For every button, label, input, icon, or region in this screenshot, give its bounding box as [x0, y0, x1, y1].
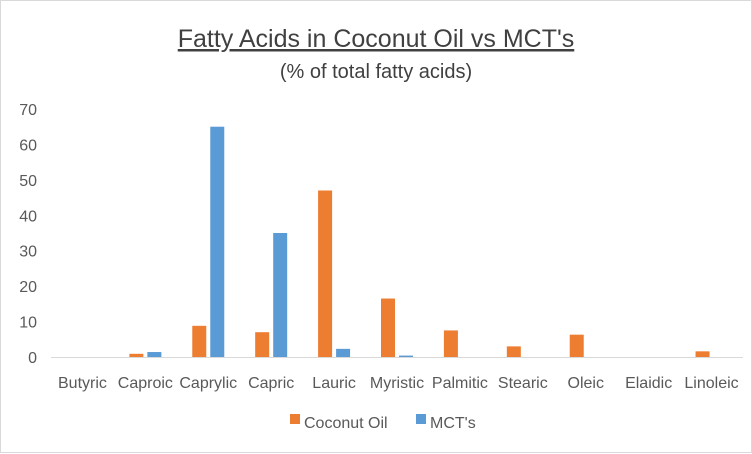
x-tick-label: Caproic	[118, 375, 173, 392]
bar-coconut-oil-palmitic	[443, 330, 458, 357]
y-tick-label: 20	[19, 279, 37, 296]
legend-swatch-mct-s	[416, 414, 426, 424]
chart-title: Fatty Acids in Coconut Oil vs MCT's	[178, 25, 575, 53]
bar-coconut-oil-stearic	[506, 346, 521, 357]
chart-subtitle: (% of total fatty acids)	[280, 61, 472, 83]
y-tick-label: 40	[19, 208, 37, 225]
y-tick-label: 30	[19, 244, 37, 261]
x-tick-label: Palmitic	[432, 375, 488, 392]
bar-mct-s-caprylic	[210, 126, 225, 357]
x-tick-label: Linoleic	[684, 375, 738, 392]
bar-coconut-oil-caproic	[129, 353, 144, 357]
x-tick-label: Stearic	[498, 375, 548, 392]
y-tick-label: 10	[19, 315, 37, 332]
x-tick-label: Caprylic	[179, 375, 237, 392]
y-tick-label: 50	[19, 173, 37, 190]
legend: Coconut Oil MCT's	[290, 414, 476, 432]
legend-label: Coconut Oil	[304, 415, 388, 432]
legend-label: MCT's	[430, 415, 476, 432]
y-tick-label: 60	[19, 137, 37, 154]
legend-swatch-coconut-oil	[290, 414, 300, 424]
bar-mct-s-lauric	[336, 348, 351, 357]
x-tick-label: Elaidic	[625, 375, 672, 392]
bar-coconut-oil-oleic	[569, 334, 584, 357]
bar-coconut-oil-lauric	[318, 190, 333, 357]
y-tick-label: 0	[28, 350, 37, 367]
bar-coconut-oil-linoleic	[695, 351, 710, 357]
y-tick-label: 70	[19, 102, 37, 119]
x-tick-label: Oleic	[568, 375, 604, 392]
x-tick-label: Butyric	[58, 375, 107, 392]
bar-mct-s-caproic	[147, 352, 162, 357]
x-tick-label: Capric	[248, 375, 294, 392]
bar-mct-s-myristic	[399, 355, 413, 357]
x-axis-tick-labels: Butyric Caproic Caprylic Capric Lauric Myrist…	[58, 375, 739, 392]
bar-coconut-oil-capric	[255, 332, 270, 357]
y-axis-tick-labels: 0 10 20 30 40 50 60 70	[19, 102, 37, 367]
bar-coconut-oil-myristic	[381, 298, 395, 357]
bar-coconut-oil-caprylic	[192, 325, 207, 357]
x-tick-label: Lauric	[312, 375, 356, 392]
bars	[129, 126, 710, 357]
bar-mct-s-capric	[273, 233, 288, 357]
x-tick-label: Myristic	[370, 375, 424, 392]
